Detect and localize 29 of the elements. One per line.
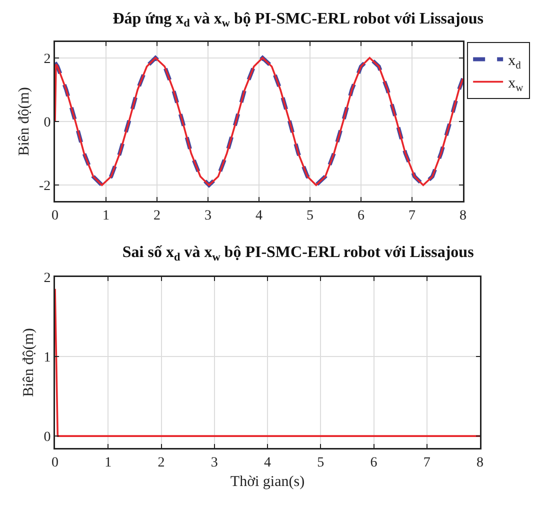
x-tick-label: 3 <box>210 455 218 470</box>
y-tick-label: 2 <box>44 52 51 67</box>
chart-title: Đáp ứng x$_{d}$ và x$_{w}$ bộ PI-SMC-ERL robot với Lissajous <box>112 10 484 30</box>
x-axis-title: Thời gian(s) <box>230 474 305 490</box>
y-tick-label: 0 <box>44 115 51 130</box>
x-tick-label: 1 <box>102 208 110 224</box>
y-axis-title: Biên độ(m) <box>21 328 38 397</box>
x-tick-label: 1 <box>104 455 112 470</box>
y-tick-label: 2 <box>44 270 51 286</box>
x-tick-label: 6 <box>370 455 378 470</box>
x-tick-label: 2 <box>154 208 160 224</box>
legend-label: x$_{w}$ <box>508 76 524 94</box>
x-tick-label: 5 <box>317 455 324 470</box>
y-tick-label: 0 <box>44 430 51 445</box>
x-tick-label: 6 <box>358 208 364 224</box>
x-tick-label: 7 <box>408 208 416 224</box>
chart-title: Sai số x$_{d}$ và x$_{w}$ bộ PI-SMC-ERL robot với Lissajous <box>122 244 474 264</box>
x-tick-label: 8 <box>460 208 466 224</box>
x-tick-label: 3 <box>204 208 212 224</box>
x-tick-label: 5 <box>306 208 314 224</box>
x-tick-label: 8 <box>476 455 484 470</box>
x-tick-label: 2 <box>158 455 165 470</box>
x-tick-label: 4 <box>256 208 262 224</box>
y-axis-title: Biên độ(m) <box>16 87 33 156</box>
legend-label: x$_{d}$ <box>508 53 522 72</box>
y-tick-label: -2 <box>39 179 51 194</box>
x-tick-label: 4 <box>264 455 271 470</box>
y-tick-label: 1 <box>44 350 51 366</box>
x-tick-label: 7 <box>423 455 430 470</box>
